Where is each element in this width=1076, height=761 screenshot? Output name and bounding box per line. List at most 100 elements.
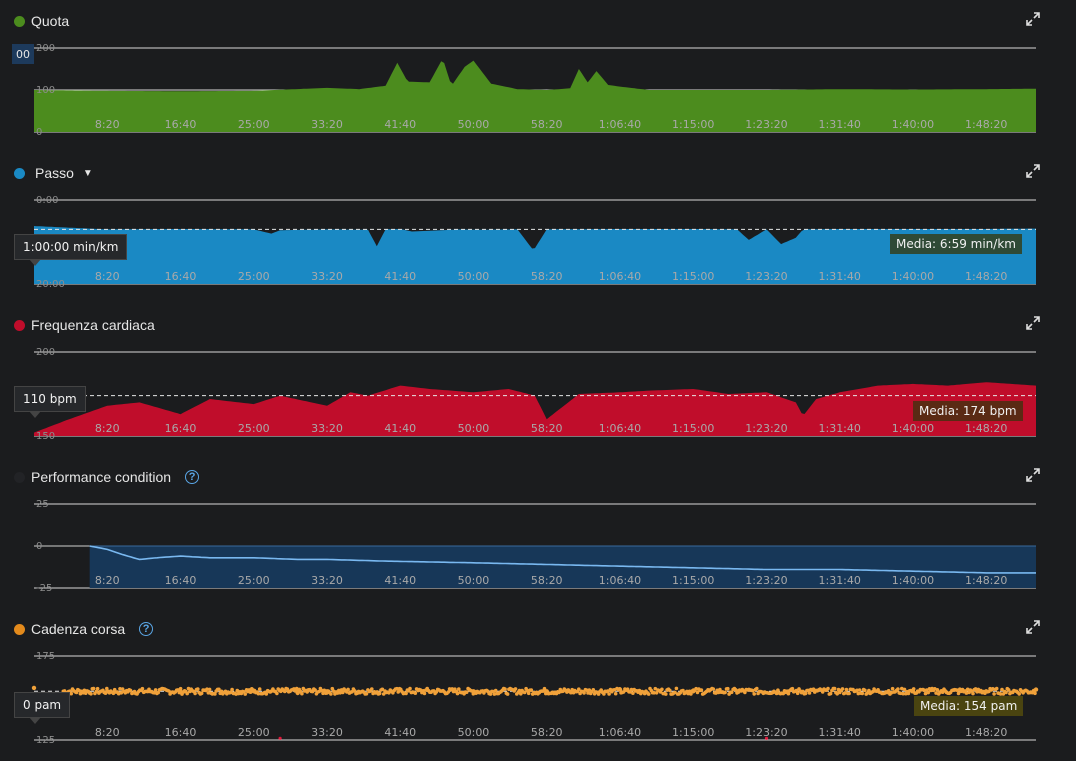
scatter-point bbox=[844, 687, 849, 692]
scatter-point bbox=[828, 691, 833, 696]
series-dot-icon bbox=[14, 319, 25, 331]
y-tick-label: 100 bbox=[36, 85, 55, 96]
scatter-point bbox=[867, 688, 871, 693]
scatter-point bbox=[582, 691, 586, 695]
expand-icon[interactable] bbox=[1026, 316, 1040, 330]
scatter-point bbox=[998, 692, 1003, 696]
scatter-point bbox=[74, 690, 79, 695]
scatter-point bbox=[654, 691, 659, 695]
y-tick-label: 25 bbox=[36, 499, 49, 510]
title-passo: Passo bbox=[35, 165, 74, 181]
x-tick-label: 33:20 bbox=[311, 726, 343, 739]
scatter-point bbox=[803, 691, 808, 696]
title-perf: Performance condition bbox=[31, 469, 172, 485]
x-tick-label: 1:06:40 bbox=[599, 118, 641, 131]
x-tick-label: 41:40 bbox=[384, 574, 416, 587]
scatter-point bbox=[836, 687, 841, 692]
chart-passo: 0:00 20:00 8:20 16:40 25:00 33:20 41:40 50:00 58… bbox=[34, 195, 1036, 290]
x-tick-label: 16:40 bbox=[165, 422, 197, 435]
scatter-point bbox=[752, 692, 756, 696]
scatter-point bbox=[994, 686, 999, 691]
scatter-point bbox=[687, 689, 692, 694]
panel-cadenza: Cadenza corsa ? 1751501258:2016:4025:003… bbox=[0, 608, 1076, 760]
x-tick-label: 50:00 bbox=[458, 574, 490, 587]
average-label-passo: Media: 6:59 min/km bbox=[890, 234, 1022, 254]
y-tick-label: 175 bbox=[36, 651, 55, 662]
x-tick-label: 1:48:20 bbox=[965, 726, 1007, 739]
x-tick-label: 25:00 bbox=[238, 574, 270, 587]
series-dot-icon bbox=[14, 167, 25, 179]
scatter-point bbox=[923, 691, 928, 696]
x-tick-label: 1:23:20 bbox=[745, 270, 787, 283]
scatter-point bbox=[140, 686, 145, 691]
scatter-point bbox=[890, 686, 895, 691]
expand-icon[interactable] bbox=[1026, 164, 1040, 178]
x-tick-label: 8:20 bbox=[95, 422, 120, 435]
scatter-point bbox=[196, 687, 200, 691]
scatter-point bbox=[526, 691, 531, 696]
panel-perf: Performance condition ? 25 0 -25 8:20 16:40 2… bbox=[0, 456, 1076, 608]
scatter-point bbox=[584, 688, 589, 692]
scatter-point bbox=[699, 688, 704, 692]
scatter-point bbox=[755, 686, 759, 691]
x-tick-label: 1:48:20 bbox=[965, 422, 1007, 435]
x-tick-label: 1:40:00 bbox=[892, 270, 934, 283]
expand-icon[interactable] bbox=[1026, 620, 1040, 634]
expand-icon[interactable] bbox=[1026, 468, 1040, 482]
scatter-point bbox=[695, 690, 700, 695]
title-cadenza: Cadenza corsa bbox=[31, 621, 126, 637]
scatter-point bbox=[522, 690, 527, 695]
scatter-point bbox=[156, 690, 160, 695]
title-quota: Quota bbox=[31, 13, 70, 29]
scatter-point bbox=[711, 687, 716, 691]
scatter-point bbox=[613, 691, 618, 696]
scatter-point bbox=[776, 688, 780, 692]
expand-icon[interactable] bbox=[1026, 12, 1040, 26]
x-tick-label: 25:00 bbox=[238, 726, 270, 739]
series-dot-icon bbox=[14, 623, 25, 635]
scatter-point bbox=[723, 690, 727, 695]
scatter-point bbox=[91, 686, 96, 691]
scatter-point bbox=[922, 688, 926, 692]
scatter-point bbox=[178, 686, 183, 691]
panel-title-perf: Performance condition ? bbox=[14, 468, 200, 486]
hover-value-passo: 1:00:00 min/km bbox=[14, 234, 128, 266]
x-tick-label: 8:20 bbox=[95, 270, 120, 283]
x-tick-label: 33:20 bbox=[311, 574, 343, 587]
area-series-quota bbox=[34, 60, 1036, 132]
scatter-point bbox=[631, 691, 635, 695]
help-icon[interactable]: ? bbox=[185, 470, 200, 484]
x-tick-label: 25:00 bbox=[238, 118, 270, 131]
x-tick-label: 1:06:40 bbox=[599, 422, 641, 435]
scatter-point bbox=[464, 690, 469, 694]
y-tick-label: 150 bbox=[36, 431, 55, 442]
scatter-point bbox=[193, 691, 197, 696]
x-tick-label: 58:20 bbox=[531, 574, 563, 587]
x-tick-label: 8:20 bbox=[95, 726, 120, 739]
panel-title-passo[interactable]: Passo ▼ bbox=[14, 164, 93, 182]
scatter-point bbox=[637, 688, 642, 693]
scatter-point bbox=[207, 687, 212, 692]
scatter-point bbox=[935, 688, 940, 692]
scatter-point bbox=[89, 692, 93, 696]
x-tick-label: 1:15:00 bbox=[672, 270, 714, 283]
x-tick-label: 1:15:00 bbox=[672, 574, 714, 587]
scatter-point bbox=[321, 691, 325, 696]
line-series-perf bbox=[89, 545, 1036, 574]
scatter-point bbox=[790, 686, 795, 691]
x-tick-label: 16:40 bbox=[165, 574, 197, 587]
scatter-point bbox=[381, 692, 386, 696]
scatter-point bbox=[832, 686, 837, 691]
y-tick-label: -25 bbox=[36, 583, 52, 594]
scatter-point bbox=[973, 687, 978, 691]
scatter-point bbox=[826, 686, 830, 691]
x-tick-label: 1:23:20 bbox=[745, 422, 787, 435]
help-icon[interactable]: ? bbox=[139, 622, 154, 636]
scatter-point bbox=[743, 690, 747, 695]
x-tick-label: 1:31:40 bbox=[818, 118, 860, 131]
scatter-point bbox=[395, 686, 399, 691]
caret-down-icon[interactable]: ▼ bbox=[82, 167, 93, 179]
scatter-point bbox=[1004, 690, 1008, 695]
scatter-point bbox=[860, 691, 865, 696]
x-tick-label: 16:40 bbox=[165, 726, 197, 739]
